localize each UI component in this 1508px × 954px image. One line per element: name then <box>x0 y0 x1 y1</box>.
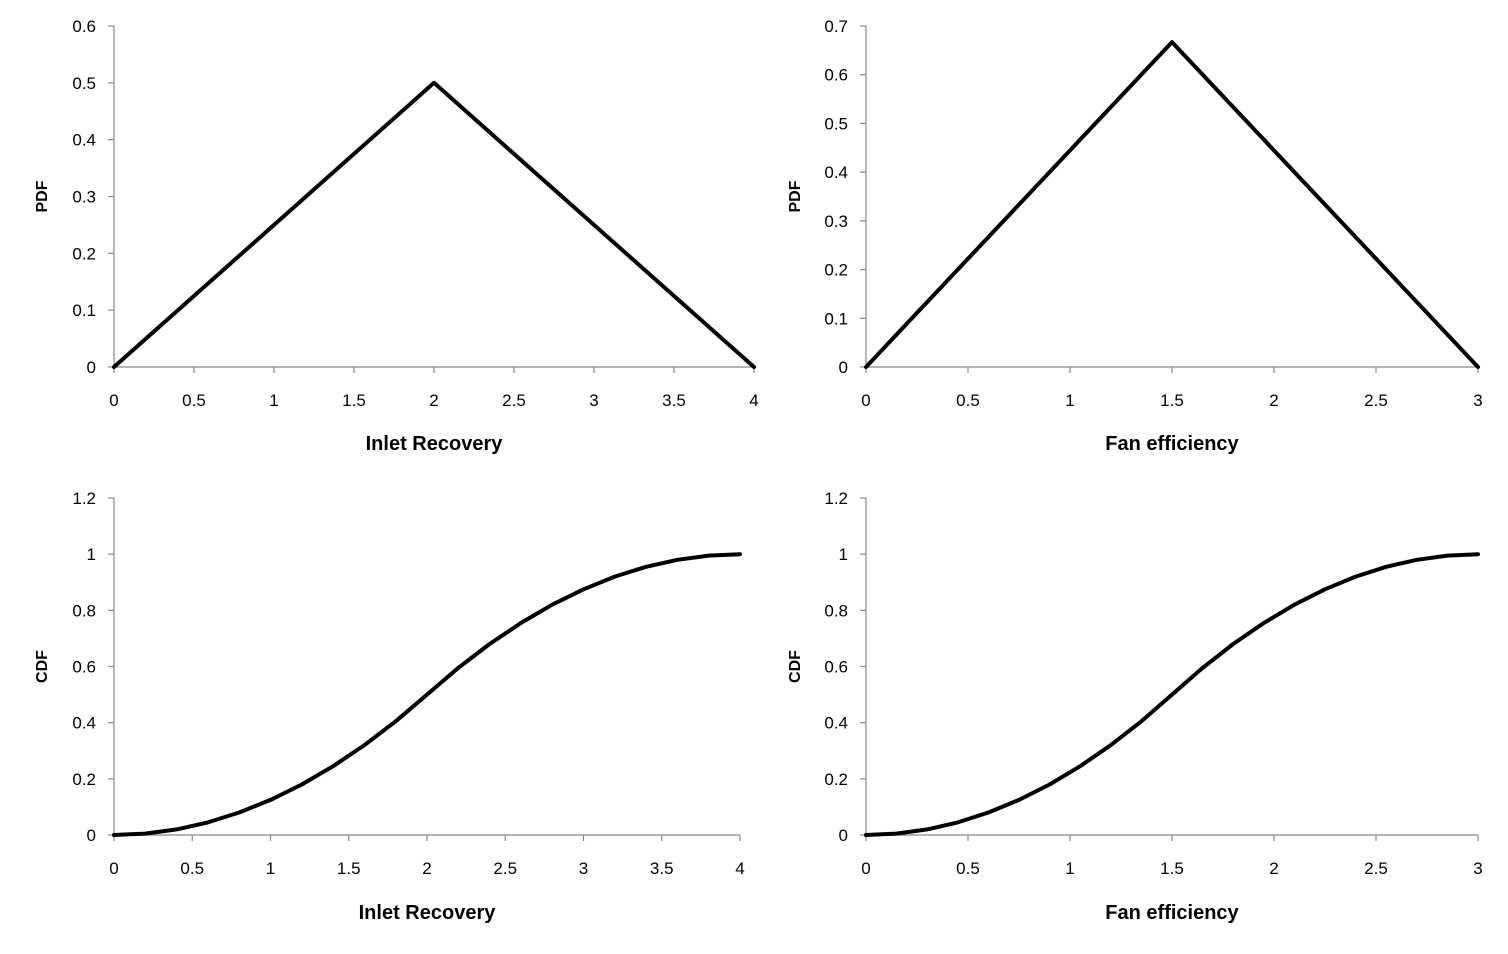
y-tick-label: 1.2 <box>824 489 848 508</box>
y-tick-label: 0.6 <box>72 658 96 677</box>
chart-fan-efficiency-cdf: 0 0.2 0.4 0.6 0.8 1 1.2 0 0.5 1 1.5 2 2.5 3 Fan effici… <box>787 489 1483 924</box>
x-tick-label: 3 <box>589 391 598 410</box>
series-line <box>864 552 1480 837</box>
y-tick-label: 0.4 <box>824 714 848 733</box>
x-tick-label: 1.5 <box>1160 859 1184 878</box>
y-tick-label: 0.7 <box>824 17 848 36</box>
y-tick-label: 0 <box>839 358 848 377</box>
y-tick-label: 0.1 <box>824 309 848 328</box>
x-axis-title: Inlet Recovery <box>366 433 504 455</box>
x-tick-label: 0 <box>861 859 870 878</box>
y-axis-title: PDF <box>34 180 51 212</box>
y-tick-label: 1 <box>839 545 848 564</box>
x-tick-label: 3.5 <box>662 391 686 410</box>
chart-inlet-recovery-cdf: 0 0.2 0.4 0.6 0.8 1 1.2 0 0.5 1 1.5 2 2.5 3 3.5 4 Inlet … <box>34 489 745 924</box>
x-tick-label: 2.5 <box>493 859 517 878</box>
y-axis-title: CDF <box>34 650 51 683</box>
y-tick-label: 0.3 <box>72 188 96 207</box>
x-tick-label: 0.5 <box>180 859 204 878</box>
x-tick-label: 2.5 <box>502 391 526 410</box>
series-line <box>112 80 756 369</box>
x-tick-label: 1 <box>269 391 278 410</box>
y-tick-label: 0.3 <box>824 212 848 231</box>
x-tick-label: 2 <box>429 391 438 410</box>
x-tick-label: 0.5 <box>956 859 980 878</box>
y-tick-label: 0 <box>839 826 848 845</box>
x-axis-title: Fan efficiency <box>1105 902 1239 924</box>
y-tick-label: 0.6 <box>824 66 848 85</box>
x-axis-title: Fan efficiency <box>1105 433 1239 455</box>
y-tick-label: 0 <box>87 826 96 845</box>
x-tick-label: 3.5 <box>650 859 674 878</box>
y-tick-label: 0 <box>87 358 96 377</box>
x-tick-label: 2.5 <box>1364 859 1388 878</box>
x-tick-label: 4 <box>735 859 744 878</box>
y-tick-label: 0.4 <box>72 714 96 733</box>
y-tick-label: 0.4 <box>824 163 848 182</box>
y-tick-label: 0.8 <box>72 601 96 620</box>
y-tick-label: 1.2 <box>72 489 96 508</box>
x-tick-label: 0 <box>109 859 118 878</box>
x-tick-label: 2 <box>422 859 431 878</box>
y-tick-label: 0.2 <box>72 244 96 263</box>
y-tick-label: 0.8 <box>824 601 848 620</box>
x-tick-label: 4 <box>749 391 758 410</box>
chart-fan-efficiency-pdf: 0 0.1 0.2 0.3 0.4 0.5 0.6 0.7 0 0.5 1 1.5 2 2.5 3 Fan e… <box>787 17 1483 455</box>
y-tick-label: 0.2 <box>824 770 848 789</box>
y-axis-title: CDF <box>787 650 804 683</box>
x-tick-label: 0.5 <box>956 391 980 410</box>
x-tick-label: 1 <box>1065 391 1074 410</box>
y-tick-label: 0.2 <box>824 261 848 280</box>
x-tick-label: 1 <box>1065 859 1074 878</box>
series-line <box>864 40 1480 369</box>
chart-inlet-recovery-pdf: 0 0.1 0.2 0.3 0.4 0.5 0.6 0 0.5 1 1.5 2 2.5 3 3.5 4 Inle… <box>34 17 759 455</box>
x-axis-title: Inlet Recovery <box>359 902 497 924</box>
series-line <box>112 552 742 837</box>
y-tick-label: 0.6 <box>824 658 848 677</box>
x-tick-label: 1 <box>266 859 275 878</box>
x-tick-label: 2 <box>1269 391 1278 410</box>
x-tick-label: 1.5 <box>342 391 366 410</box>
x-tick-label: 1.5 <box>337 859 361 878</box>
y-tick-label: 0.1 <box>72 301 96 320</box>
x-tick-label: 0.5 <box>182 391 206 410</box>
x-tick-label: 0 <box>861 391 870 410</box>
x-tick-label: 2.5 <box>1364 391 1388 410</box>
y-tick-label: 0.6 <box>72 17 96 36</box>
y-tick-label: 0.5 <box>72 74 96 93</box>
y-axis-title: PDF <box>787 180 804 212</box>
x-tick-label: 0 <box>109 391 118 410</box>
y-tick-label: 0.5 <box>824 114 848 133</box>
x-tick-label: 3 <box>1473 391 1482 410</box>
y-tick-label: 0.4 <box>72 131 96 150</box>
x-tick-label: 2 <box>1269 859 1278 878</box>
y-tick-label: 1 <box>87 545 96 564</box>
x-tick-label: 3 <box>1473 859 1482 878</box>
x-tick-label: 3 <box>579 859 588 878</box>
x-tick-label: 1.5 <box>1160 391 1184 410</box>
y-tick-label: 0.2 <box>72 770 96 789</box>
